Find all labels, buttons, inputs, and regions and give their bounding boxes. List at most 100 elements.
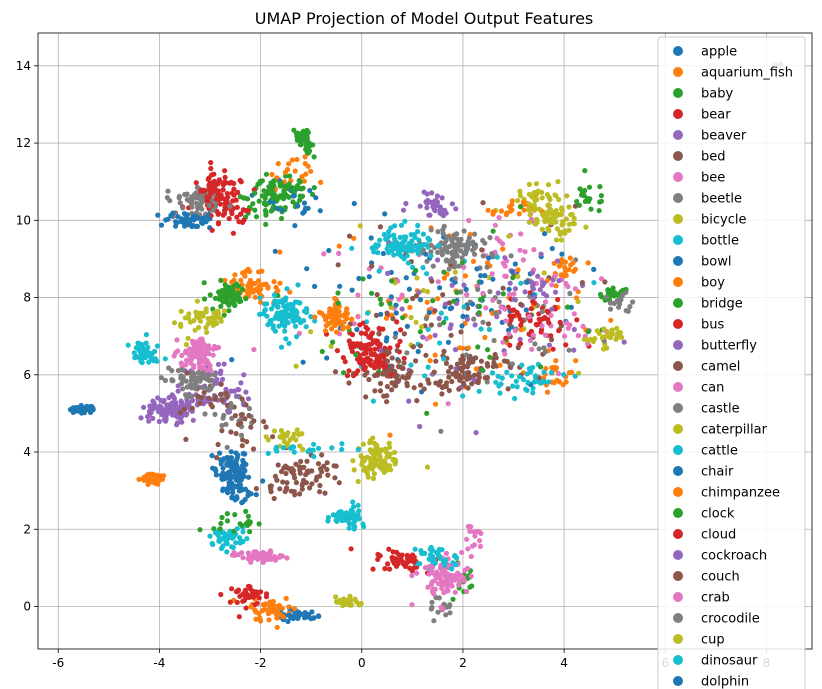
point-cloud (550, 346, 556, 352)
point-bottle (272, 298, 278, 304)
point-bicycle (203, 325, 209, 331)
point-camel (307, 485, 313, 491)
point-apple (312, 283, 318, 289)
point-crab (187, 351, 193, 357)
point-bus (375, 551, 381, 558)
point-clock (231, 293, 237, 299)
point-clock (296, 178, 302, 184)
point-beetle (428, 606, 434, 612)
point-boy (491, 209, 497, 215)
point-couch (299, 486, 305, 492)
point-beaver (452, 347, 459, 353)
point-crab (464, 588, 470, 595)
point-bed (448, 332, 454, 338)
point-bed (332, 369, 339, 375)
point-castle (193, 200, 200, 206)
point-chimpanzee (260, 281, 266, 288)
point-couch (476, 374, 482, 380)
point-camel (504, 358, 510, 365)
point-clock (269, 187, 275, 193)
point-dinosaur (125, 342, 131, 348)
point-aquarium_fish (553, 358, 559, 364)
point-cattle (404, 253, 410, 259)
point-bowl (380, 250, 386, 257)
point-bicycle (539, 195, 545, 201)
point-cloud (254, 591, 260, 597)
point-clock (261, 188, 267, 194)
point-crab (193, 352, 200, 358)
point-bed (377, 224, 383, 230)
point-apple (403, 275, 409, 281)
point-dinosaur (131, 350, 137, 356)
point-crab (530, 332, 536, 338)
point-caterpillar (370, 475, 376, 482)
point-beetle (487, 235, 493, 241)
point-bottle (391, 252, 397, 258)
point-cattle (392, 223, 398, 229)
point-bridge (247, 529, 253, 535)
point-caterpillar (566, 227, 572, 233)
point-bee (351, 321, 357, 327)
point-couch (362, 372, 368, 378)
point-bicycle (204, 329, 210, 335)
point-bed (394, 347, 400, 354)
point-boy (289, 157, 295, 163)
point-camel (386, 350, 392, 356)
point-camel (313, 477, 319, 483)
point-bed (372, 388, 378, 394)
point-bottle (422, 373, 428, 379)
point-clock (510, 275, 516, 281)
point-bridge (369, 290, 375, 296)
point-butterfly (146, 412, 152, 418)
point-caterpillar (300, 446, 306, 452)
point-cup (360, 441, 366, 447)
point-bear (227, 599, 233, 605)
point-dinosaur (372, 244, 378, 250)
point-boy (427, 358, 433, 364)
point-bear (236, 614, 242, 620)
point-baby (588, 206, 594, 212)
point-bee (511, 291, 517, 297)
point-bowl (423, 251, 429, 257)
point-aquarium_fish (515, 267, 521, 273)
point-aquarium_fish (277, 280, 283, 286)
point-dinosaur (145, 344, 151, 350)
point-aquarium_fish (484, 260, 491, 266)
point-dinosaur (351, 526, 357, 532)
point-bed (449, 378, 455, 385)
point-dinosaur (436, 553, 442, 559)
point-cloud (508, 317, 514, 323)
point-castle (452, 275, 458, 282)
point-clock (291, 127, 297, 133)
point-dolphin (87, 409, 94, 415)
point-bicycle (614, 325, 620, 331)
point-bus (354, 356, 361, 362)
point-cloud (366, 334, 372, 340)
point-camel (482, 375, 488, 381)
legend-label: camel (701, 360, 740, 375)
point-bear (340, 355, 346, 361)
point-dinosaur (377, 237, 383, 243)
point-beetle (224, 444, 230, 450)
point-chimpanzee (238, 277, 244, 283)
point-bicycle (308, 329, 314, 335)
point-dinosaur (429, 553, 436, 560)
point-castle (542, 349, 548, 355)
point-chair (313, 195, 319, 201)
point-chimpanzee (274, 624, 280, 630)
point-beetle (532, 341, 538, 347)
point-can (197, 336, 204, 342)
point-chimpanzee (159, 476, 166, 482)
point-boy (332, 295, 338, 302)
point-crocodile (179, 380, 185, 387)
point-bridge (259, 193, 265, 199)
point-bottle (499, 375, 505, 381)
point-cattle (307, 447, 313, 453)
point-couch (272, 473, 278, 479)
point-boy (349, 316, 355, 322)
point-bridge (244, 522, 251, 529)
point-chair (218, 461, 224, 467)
point-camel (369, 263, 375, 269)
point-boy (516, 211, 522, 217)
point-camel (301, 464, 307, 470)
